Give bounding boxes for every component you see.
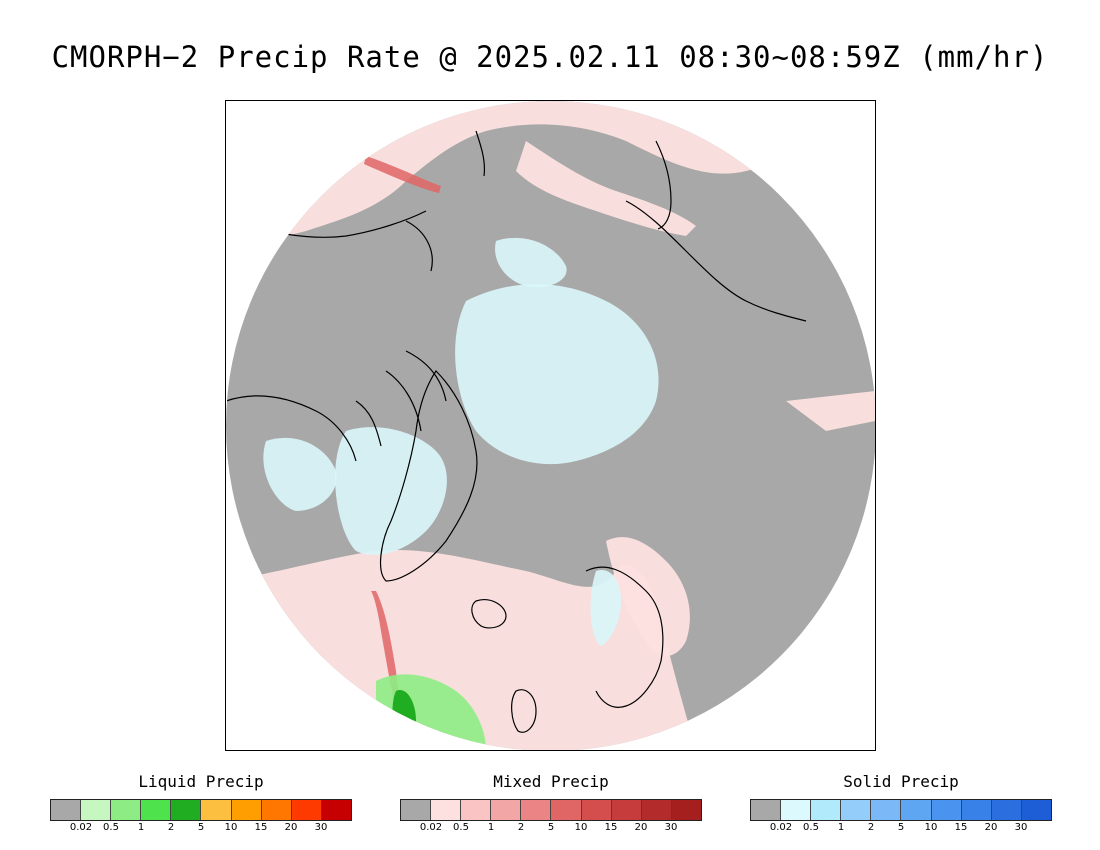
legend-swatch xyxy=(781,800,812,820)
legend-swatch xyxy=(871,800,902,820)
legend-swatch xyxy=(291,800,322,820)
legend-tick-label: 20 xyxy=(634,822,648,833)
polar-map xyxy=(225,100,876,751)
legend-tick-label: 0.5 xyxy=(803,822,819,833)
legend-swatch xyxy=(231,800,262,820)
legend-liquid: Liquid Precip 0.02 0.5 1 2 5 10 15 20 30 xyxy=(50,772,352,835)
mixed-precip-east-pacific xyxy=(786,391,875,431)
legend-tick-label: 30 xyxy=(1014,822,1028,833)
legend-swatch xyxy=(1021,800,1051,820)
legend-title: Solid Precip xyxy=(843,772,959,791)
legend-solid: Solid Precip 0.02 0.5 1 2 5 10 15 20 30 xyxy=(750,772,1052,835)
legend-tick-label: 2 xyxy=(167,822,175,833)
solid-precip-scandinavia xyxy=(590,570,621,646)
legend-title: Liquid Precip xyxy=(138,772,264,791)
legend-swatch xyxy=(611,800,642,820)
legend-tick-label: 10 xyxy=(924,822,938,833)
coastline-british-isles xyxy=(511,689,537,733)
legend-tick-label: 15 xyxy=(604,822,618,833)
legend-swatch xyxy=(551,800,582,820)
legend-ticks: 0.02 0.5 1 2 5 10 15 20 30 xyxy=(400,821,702,835)
legend-swatch xyxy=(491,800,522,820)
legend-tick-label: 30 xyxy=(664,822,678,833)
legend-ticks: 0.02 0.5 1 2 5 10 15 20 30 xyxy=(750,821,1052,835)
coastline-kamchatka xyxy=(655,140,672,230)
solid-precip-greenland-coast xyxy=(335,427,447,555)
legend-tick-label: 5 xyxy=(547,822,555,833)
legend-title: Mixed Precip xyxy=(493,772,609,791)
coastline-greenland xyxy=(380,370,478,582)
page-title: CMORPH−2 Precip Rate @ 2025.02.11 08:30~… xyxy=(51,40,1049,74)
mixed-precip-streak-pacific xyxy=(364,156,441,193)
legend-tick-label: 2 xyxy=(867,822,875,833)
legend-swatch xyxy=(961,800,992,820)
legend-tick-label: 1 xyxy=(487,822,495,833)
legend-swatch xyxy=(171,800,202,820)
legend-swatch xyxy=(51,800,82,820)
coastline-siberia xyxy=(625,200,807,322)
mixed-precip-bering xyxy=(516,141,696,236)
legend-tick-label: 5 xyxy=(197,822,205,833)
solid-precip-central-arctic xyxy=(455,284,659,465)
solid-precip-siberia xyxy=(495,237,567,288)
legend-swatch xyxy=(401,800,432,820)
legend-swatch xyxy=(991,800,1022,820)
legend-tick-label: 10 xyxy=(574,822,588,833)
legend-tick-label: 2 xyxy=(517,822,525,833)
legend-swatch xyxy=(581,800,612,820)
legend-tick-label: 0.02 xyxy=(419,822,443,833)
coastline-iceland xyxy=(471,599,507,629)
legend-ticks: 0.02 0.5 1 2 5 10 15 20 30 xyxy=(50,821,352,835)
legend-swatch xyxy=(81,800,112,820)
legend-tick-label: 1 xyxy=(837,822,845,833)
legend-swatch xyxy=(901,800,932,820)
legend-swatch xyxy=(841,800,872,820)
legend-swatch xyxy=(931,800,962,820)
legend-tick-label: 15 xyxy=(954,822,968,833)
mixed-precip-norwegian-sea xyxy=(606,537,690,656)
legend-swatch xyxy=(321,800,351,820)
legend-tick-label: 0.02 xyxy=(769,822,793,833)
legend-swatch xyxy=(751,800,782,820)
legend-color-bar xyxy=(750,799,1052,821)
legend-swatch xyxy=(461,800,492,820)
legend-tick-label: 0.5 xyxy=(103,822,119,833)
legend-tick-label: 0.02 xyxy=(69,822,93,833)
legend-swatch xyxy=(261,800,292,820)
legend-swatch xyxy=(201,800,232,820)
legend-swatch xyxy=(521,800,552,820)
legend-tick-label: 1 xyxy=(137,822,145,833)
legend-color-bar xyxy=(400,799,702,821)
legend-tick-label: 20 xyxy=(284,822,298,833)
legend-tick-label: 0.5 xyxy=(453,822,469,833)
legend-swatch xyxy=(431,800,462,820)
legend-swatch xyxy=(641,800,672,820)
map-canvas xyxy=(226,101,875,750)
legend-tick-label: 30 xyxy=(314,822,328,833)
coastline-canadian-archipelago xyxy=(355,350,447,447)
legend-swatch xyxy=(811,800,842,820)
legend-tick-label: 20 xyxy=(984,822,998,833)
legend-tick-label: 15 xyxy=(254,822,268,833)
legend-swatch xyxy=(111,800,142,820)
solid-precip-hudson xyxy=(263,437,337,511)
coastline-alaska xyxy=(405,130,486,272)
legend-tick-label: 10 xyxy=(224,822,238,833)
legend-tick-label: 5 xyxy=(897,822,905,833)
coastline-scandinavia xyxy=(585,566,664,708)
legend-swatch xyxy=(141,800,172,820)
legend-color-bar xyxy=(50,799,352,821)
legend-swatch xyxy=(671,800,701,820)
legend-mixed: Mixed Precip 0.02 0.5 1 2 5 10 15 20 30 xyxy=(400,772,702,835)
